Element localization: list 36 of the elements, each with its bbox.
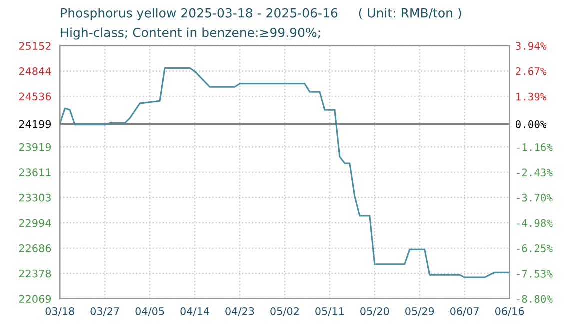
- x-tick-label: 03/18: [46, 307, 74, 316]
- y-tick-label: 22686: [19, 244, 52, 252]
- x-tick-label: 05/20: [360, 307, 390, 316]
- y2-tick-label: -6.25%: [517, 244, 553, 252]
- y-tick-label: 24536: [19, 92, 52, 101]
- y2-tick-label: -1.16%: [517, 143, 553, 152]
- y-tick-label: 23611: [19, 168, 51, 177]
- x-tick-label: 05/02: [270, 307, 299, 316]
- y-tick-label: 23303: [19, 194, 51, 202]
- x-tick-label: 06/07: [450, 307, 479, 316]
- y2-tick-label: -8.80%: [517, 295, 553, 304]
- y-tick-label: 22378: [19, 270, 52, 278]
- y2-tick-label: -7.53%: [517, 270, 553, 278]
- chart-title: Phosphorus yellow 2025-03-18 - 2025-06-16 ( Unit: RMB/ton ): [61, 8, 462, 20]
- line-series: [60, 68, 510, 278]
- x-tick-label: 04/05: [136, 307, 164, 316]
- y2-tick-label: -2.43%: [517, 168, 553, 177]
- x-tick-label: 03/27: [90, 307, 120, 316]
- y2-tick-label: -3.70%: [517, 194, 553, 202]
- chart-subtitle: High-class; Content in benzene:≥99.90%;: [61, 28, 320, 40]
- y-tick-label: 23919: [19, 143, 52, 152]
- y-tick-label: 24844: [19, 67, 52, 76]
- y-tick-label: 22069: [19, 295, 52, 304]
- y2-tick-label: 1.39%: [516, 92, 547, 101]
- y-tick-label: 25152: [19, 42, 51, 50]
- x-tick-label: 04/14: [180, 307, 210, 316]
- y-tick-label: 22994: [19, 219, 52, 228]
- y2-tick-label: -4.98%: [517, 219, 553, 228]
- y2-tick-label: 3.94%: [516, 42, 547, 50]
- y2-tick-label: 0.00%: [516, 120, 547, 128]
- y2-tick-label: 2.67%: [516, 67, 547, 76]
- x-tick-label: 06/16: [495, 307, 524, 316]
- x-tick-label: 04/23: [226, 307, 254, 316]
- x-tick-label: 05/11: [316, 307, 344, 316]
- x-tick-label: 05/29: [406, 307, 434, 316]
- y-tick-label: 24199: [19, 120, 52, 128]
